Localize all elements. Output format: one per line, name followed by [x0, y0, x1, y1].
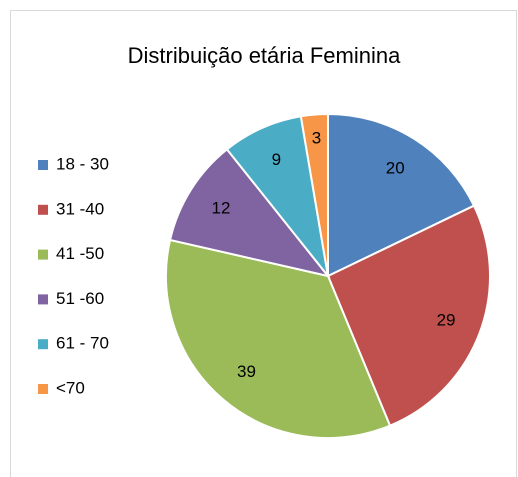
legend-label: 31 -40	[56, 199, 104, 218]
legend-label: <70	[56, 378, 85, 397]
legend-swatch	[38, 204, 48, 215]
legend-swatch	[38, 294, 48, 305]
data-label: 20	[386, 158, 405, 177]
legend-label: 51 -60	[56, 289, 104, 308]
data-label: 3	[312, 128, 321, 147]
legend-swatch	[38, 384, 48, 394]
legend-swatch	[38, 160, 48, 170]
legend-label: 61 - 70	[56, 334, 109, 353]
legend-label: 18 - 30	[56, 154, 109, 173]
data-label: 9	[272, 150, 281, 169]
pie-slice	[165, 238, 392, 439]
pie-slice	[299, 112, 329, 277]
pie-slice	[168, 147, 331, 278]
chart-title: Distribuição etária Feminina	[128, 43, 401, 68]
legend-swatch	[38, 249, 48, 260]
pie-slice	[326, 204, 491, 427]
data-label: 12	[212, 198, 231, 217]
legend-label: 41 -50	[56, 244, 104, 263]
pie-slice	[327, 112, 476, 278]
data-label: 39	[237, 362, 256, 381]
data-label: 29	[437, 311, 456, 330]
legend-swatch	[38, 339, 48, 350]
